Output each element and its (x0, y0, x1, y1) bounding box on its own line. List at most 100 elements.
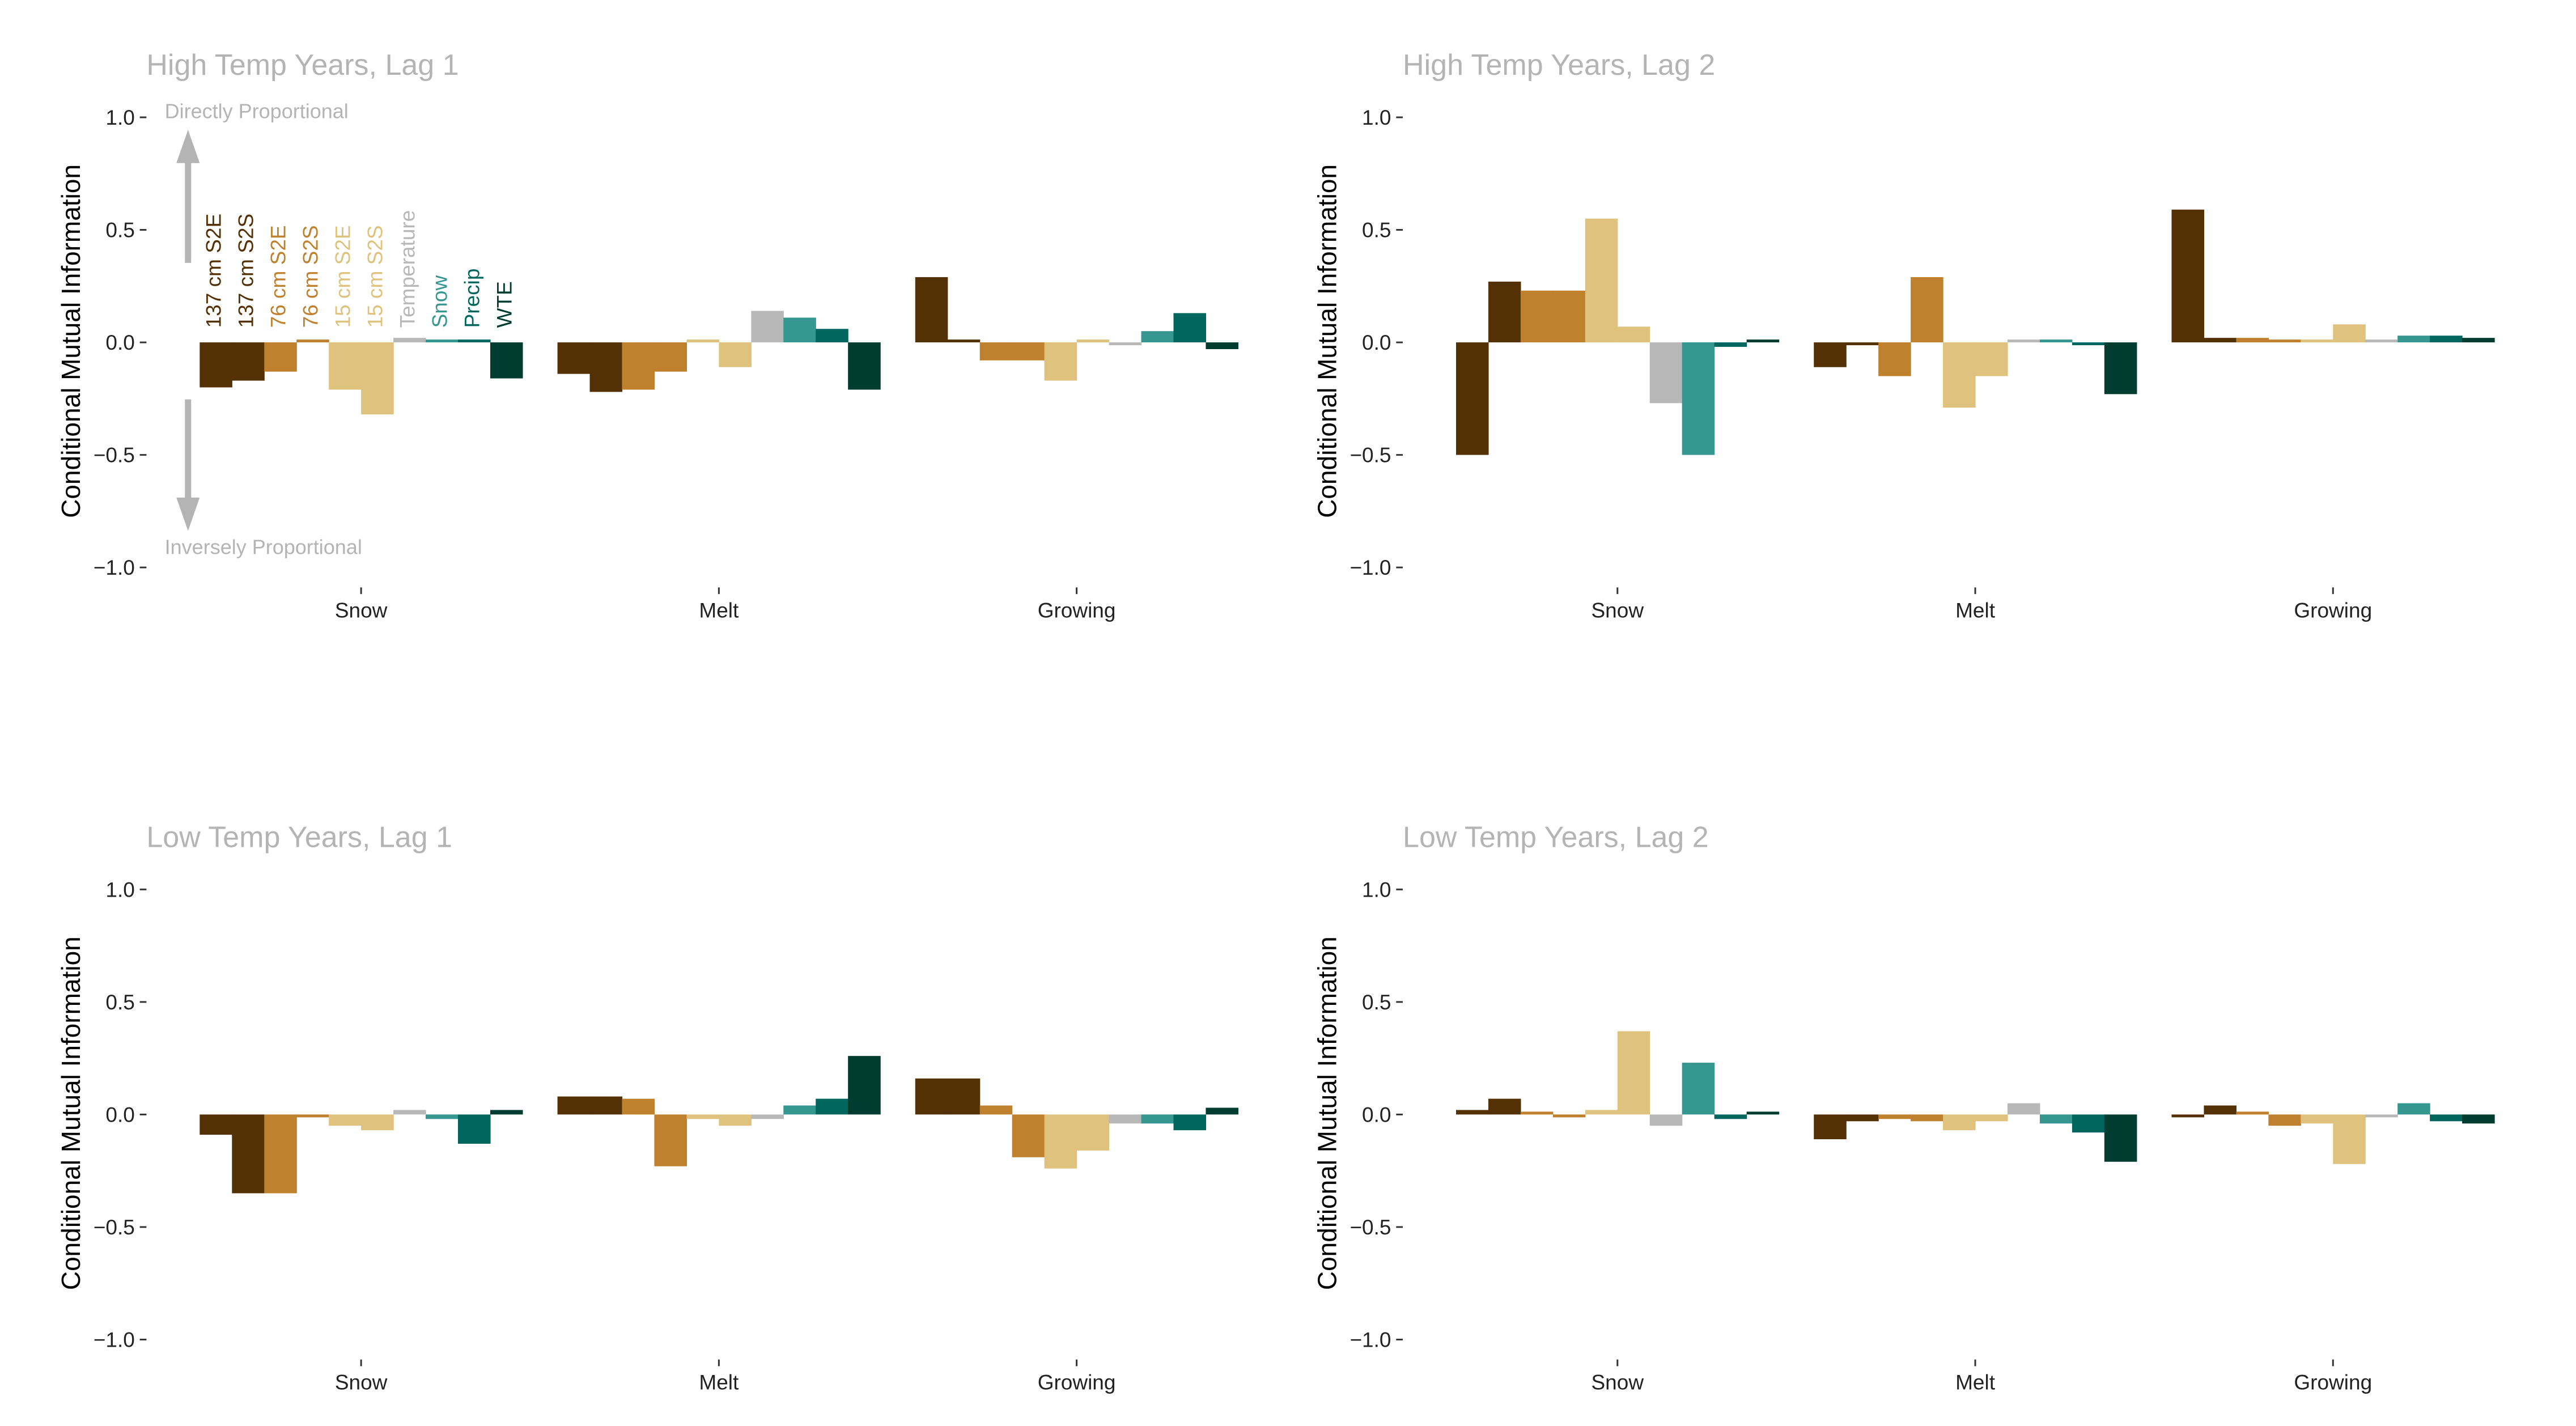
chart-panel-2: High Temp Years, Lag 2 Conditional Mutual… (1313, 49, 2495, 622)
x-tick-label: Snow (1592, 1371, 1644, 1394)
bar-snow-1 (200, 1114, 232, 1135)
y-tick-label: −1.0 (1349, 1328, 1391, 1351)
up-arrow-icon (176, 130, 200, 163)
bar-melt-2 (589, 342, 623, 392)
y-tick-label: 0.0 (1362, 1103, 1391, 1126)
y-tick-label: −1.0 (94, 1328, 135, 1351)
bar-snow-2 (1488, 1098, 1521, 1115)
bar-snow-9 (457, 1114, 491, 1144)
bar-growing-9 (1173, 313, 1207, 343)
bar-growing-2 (947, 1078, 981, 1115)
bar-melt-8 (783, 1105, 816, 1115)
bar-snow-2 (1488, 281, 1521, 343)
bar-snow-10 (490, 1110, 523, 1115)
bar-growing-2 (947, 339, 981, 343)
y-axis-label: Conditional Mutual Information (56, 936, 86, 1290)
bar-growing-10 (1206, 1107, 1238, 1115)
bar-growing-3 (979, 1105, 1013, 1115)
bar-melt-4 (1911, 277, 1943, 343)
bar-melt-5 (686, 339, 719, 343)
bar-snow-2 (232, 1114, 265, 1194)
bar-growing-1 (2171, 209, 2205, 343)
x-tick-label: Growing (1038, 1371, 1116, 1394)
bar-growing-5 (1044, 342, 1077, 381)
bar-melt-10 (2104, 1114, 2137, 1162)
bar-snow-3 (264, 1114, 297, 1194)
y-tick-label: −0.5 (94, 1216, 135, 1239)
bar-melt-4 (654, 1114, 687, 1166)
bar-melt-5 (1943, 342, 1976, 408)
bar-melt-3 (622, 342, 655, 390)
bar-growing-8 (2397, 1103, 2430, 1115)
bar-melt-10 (848, 342, 881, 390)
bar-growing-4 (2268, 339, 2301, 343)
bar-melt-6 (719, 1114, 752, 1126)
bar-melt-9 (2072, 342, 2105, 346)
bar-growing-9 (1173, 1114, 1207, 1131)
x-tick-label: Melt (1955, 599, 1996, 622)
chart-title: High Temp Years, Lag 2 (1403, 49, 1715, 82)
bar-melt-6 (719, 342, 752, 367)
x-tick-label: Growing (1038, 599, 1116, 622)
bar-melt-9 (816, 1098, 848, 1115)
bar-growing-7 (1109, 1114, 1142, 1124)
bar-melt-1 (1814, 342, 1847, 367)
bar-growing-1 (915, 1078, 948, 1115)
bar-growing-1 (2171, 1114, 2205, 1118)
bar-melt-9 (816, 329, 848, 343)
legend-label: 76 cm S2S (299, 225, 322, 328)
bar-growing-10 (2462, 338, 2495, 343)
y-tick-label: −0.5 (94, 444, 135, 467)
bar-growing-3 (979, 342, 1013, 360)
bar-melt-7 (751, 1114, 784, 1119)
y-axis-label: Conditional Mutual Information (1313, 164, 1342, 518)
bar-growing-6 (1076, 1114, 1110, 1151)
legend-label: Snow (428, 275, 451, 328)
bar-snow-7 (1649, 1114, 1683, 1126)
bar-snow-5 (329, 342, 362, 390)
legend-label: Temperature (396, 210, 419, 328)
bar-melt-1 (557, 1096, 591, 1115)
bar-snow-9 (457, 339, 491, 343)
bar-snow-3 (264, 342, 297, 372)
chart-panel-4: Low Temp Years, Lag 2 Conditional Mutual … (1313, 821, 2495, 1394)
bar-snow-10 (490, 342, 523, 379)
bar-snow-8 (1682, 342, 1715, 455)
y-tick-label: 1.0 (105, 878, 134, 901)
bar-melt-8 (2039, 339, 2073, 343)
legend-label: WTE (493, 281, 516, 328)
bar-melt-1 (557, 342, 591, 374)
bar-snow-6 (1617, 1031, 1650, 1115)
bar-growing-2 (2204, 338, 2237, 343)
bar-snow-5 (1585, 1110, 1618, 1115)
bar-melt-5 (1943, 1114, 1976, 1131)
bar-melt-7 (751, 311, 784, 343)
y-tick-label: 0.0 (1362, 331, 1391, 354)
bar-melt-7 (2007, 1103, 2040, 1115)
bar-growing-10 (2462, 1114, 2495, 1124)
bar-snow-1 (1456, 1110, 1489, 1115)
bar-melt-8 (783, 317, 816, 343)
bar-snow-7 (1649, 342, 1683, 404)
bar-snow-4 (1552, 290, 1586, 343)
legend-label: Precip (460, 269, 483, 328)
bar-growing-6 (2333, 1114, 2366, 1164)
down-arrow-icon (176, 497, 200, 531)
legend-label: 15 cm S2S (363, 225, 387, 328)
x-tick-label: Melt (1955, 1371, 1996, 1394)
bar-snow-8 (426, 339, 459, 343)
y-tick-label: 0.0 (105, 331, 134, 354)
bar-growing-7 (2365, 1114, 2398, 1118)
directly-proportional-note: Directly Proportional (165, 99, 349, 122)
y-tick-label: 0.0 (105, 1103, 134, 1126)
bar-snow-10 (1746, 339, 1780, 343)
bar-snow-1 (200, 342, 232, 388)
bar-melt-7 (2007, 339, 2040, 343)
inversely-proportional-note: Inversely Proportional (165, 536, 362, 559)
bar-growing-4 (1012, 342, 1045, 360)
bar-snow-9 (1714, 342, 1747, 347)
y-tick-label: 0.5 (105, 991, 134, 1014)
y-tick-label: −1.0 (1349, 556, 1391, 579)
bar-growing-3 (2236, 1111, 2269, 1115)
